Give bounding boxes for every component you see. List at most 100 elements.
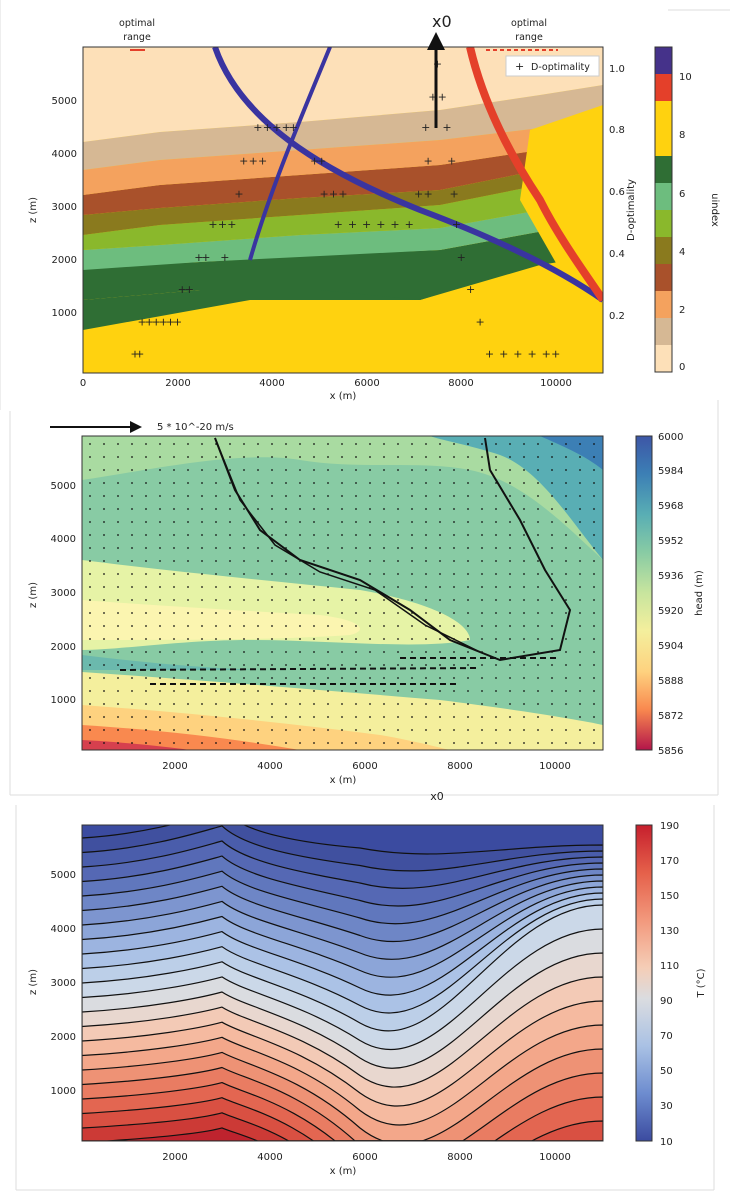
quiver-dot [89, 729, 91, 731]
quiver-dot [453, 690, 455, 692]
quiver-dot [565, 703, 567, 705]
layer-7 [83, 240, 580, 330]
quiver-dot [397, 651, 399, 653]
quiver-dot [131, 599, 133, 601]
quiver-dot [145, 495, 147, 497]
quiver-dot [117, 508, 119, 510]
quiver-dot [103, 612, 105, 614]
quiver-dot [299, 534, 301, 536]
head-field [82, 436, 603, 750]
quiver-dot [201, 521, 203, 523]
quiver-dot [201, 456, 203, 458]
quiver-dot [481, 703, 483, 705]
quiver-dot [439, 729, 441, 731]
quiver-dot [285, 469, 287, 471]
quiver-dot [481, 690, 483, 692]
quiver-dot [173, 508, 175, 510]
quiver-dot [383, 534, 385, 536]
quiver-dot [327, 677, 329, 679]
y-tick: 2000 [52, 255, 77, 266]
quiver-dot [341, 469, 343, 471]
temperature-bands [82, 825, 603, 1141]
d-optimality-point: + [208, 218, 217, 231]
quiver-dot [537, 508, 539, 510]
quiver-dot [313, 495, 315, 497]
plot-frame-3 [81, 824, 604, 1142]
quiver-dot [523, 612, 525, 614]
quiver-dot [103, 651, 105, 653]
quiver-dot [131, 573, 133, 575]
quiver-dot [355, 612, 357, 614]
head-band-red [82, 725, 300, 750]
quiver-dot [243, 534, 245, 536]
quiver-dot [411, 495, 413, 497]
quiver-dot [411, 599, 413, 601]
plot-frame-2 [81, 435, 604, 751]
quiver-dot [467, 651, 469, 653]
quiver-dot [523, 534, 525, 536]
quiver-dot [565, 690, 567, 692]
quiver-dot [551, 560, 553, 562]
quiver-dot [229, 729, 231, 731]
quiver-dot [159, 469, 161, 471]
quiver-dot [495, 625, 497, 627]
quiver-dot [103, 547, 105, 549]
quiver-dot [509, 547, 511, 549]
quiver-dot [215, 638, 217, 640]
quiver-dot [313, 729, 315, 731]
quiver-dot [383, 638, 385, 640]
quiver-dot [439, 456, 441, 458]
layer-fault-block [520, 105, 603, 300]
quiver-dot [481, 729, 483, 731]
quiver-dot [523, 651, 525, 653]
quiver-dot [145, 547, 147, 549]
quiver-dot [229, 573, 231, 575]
d-optimality-point: + [513, 348, 522, 361]
quiver-dot [187, 664, 189, 666]
quiver-dot [593, 677, 595, 679]
quiver-dot [495, 612, 497, 614]
quiver-dot [579, 599, 581, 601]
quiver-dot [537, 573, 539, 575]
quiver-dot [117, 690, 119, 692]
quiver-dot [355, 560, 357, 562]
quiver-dot [103, 482, 105, 484]
quiver-dot [131, 716, 133, 718]
quiver-dot [103, 677, 105, 679]
quiver-dot [593, 521, 595, 523]
quiver-dot [579, 690, 581, 692]
fault-red [466, 47, 603, 303]
cb-tick: 5920 [658, 606, 683, 617]
quiver-dot [271, 443, 273, 445]
legend: + D-optimality [505, 55, 600, 77]
quiver-dot [369, 469, 371, 471]
quiver-dot [215, 651, 217, 653]
quiver-dot [551, 469, 553, 471]
layer-5 [83, 170, 603, 250]
quiver-dot [117, 729, 119, 731]
quiver-dot [439, 573, 441, 575]
quiver-dot [425, 586, 427, 588]
quiver-dot [481, 664, 483, 666]
quiver-dot [579, 703, 581, 705]
x-tick: 4000 [257, 761, 282, 772]
quiver-dot [327, 586, 329, 588]
quiver-dot [593, 534, 595, 536]
head-band-darkred [82, 740, 190, 750]
quiver-dot [341, 508, 343, 510]
d-optimality-point: + [185, 283, 194, 296]
quiver-key-label: 5 * 10^-20 m/s [157, 422, 234, 433]
quiver-dot [103, 443, 105, 445]
colorbar-uindex: 10 8 6 4 2 0 uindex [654, 46, 720, 373]
quiver-dot [215, 612, 217, 614]
quiver-dot [523, 729, 525, 731]
quiver-dot [369, 716, 371, 718]
quiver-dot [187, 586, 189, 588]
quiver-dot [159, 742, 161, 744]
quiver-dot [383, 547, 385, 549]
quiver-dot [439, 703, 441, 705]
quiver-dot [579, 534, 581, 536]
x-tick: 10000 [539, 1152, 571, 1163]
d-optimality-point: + [433, 58, 442, 71]
quiver-dot [383, 690, 385, 692]
